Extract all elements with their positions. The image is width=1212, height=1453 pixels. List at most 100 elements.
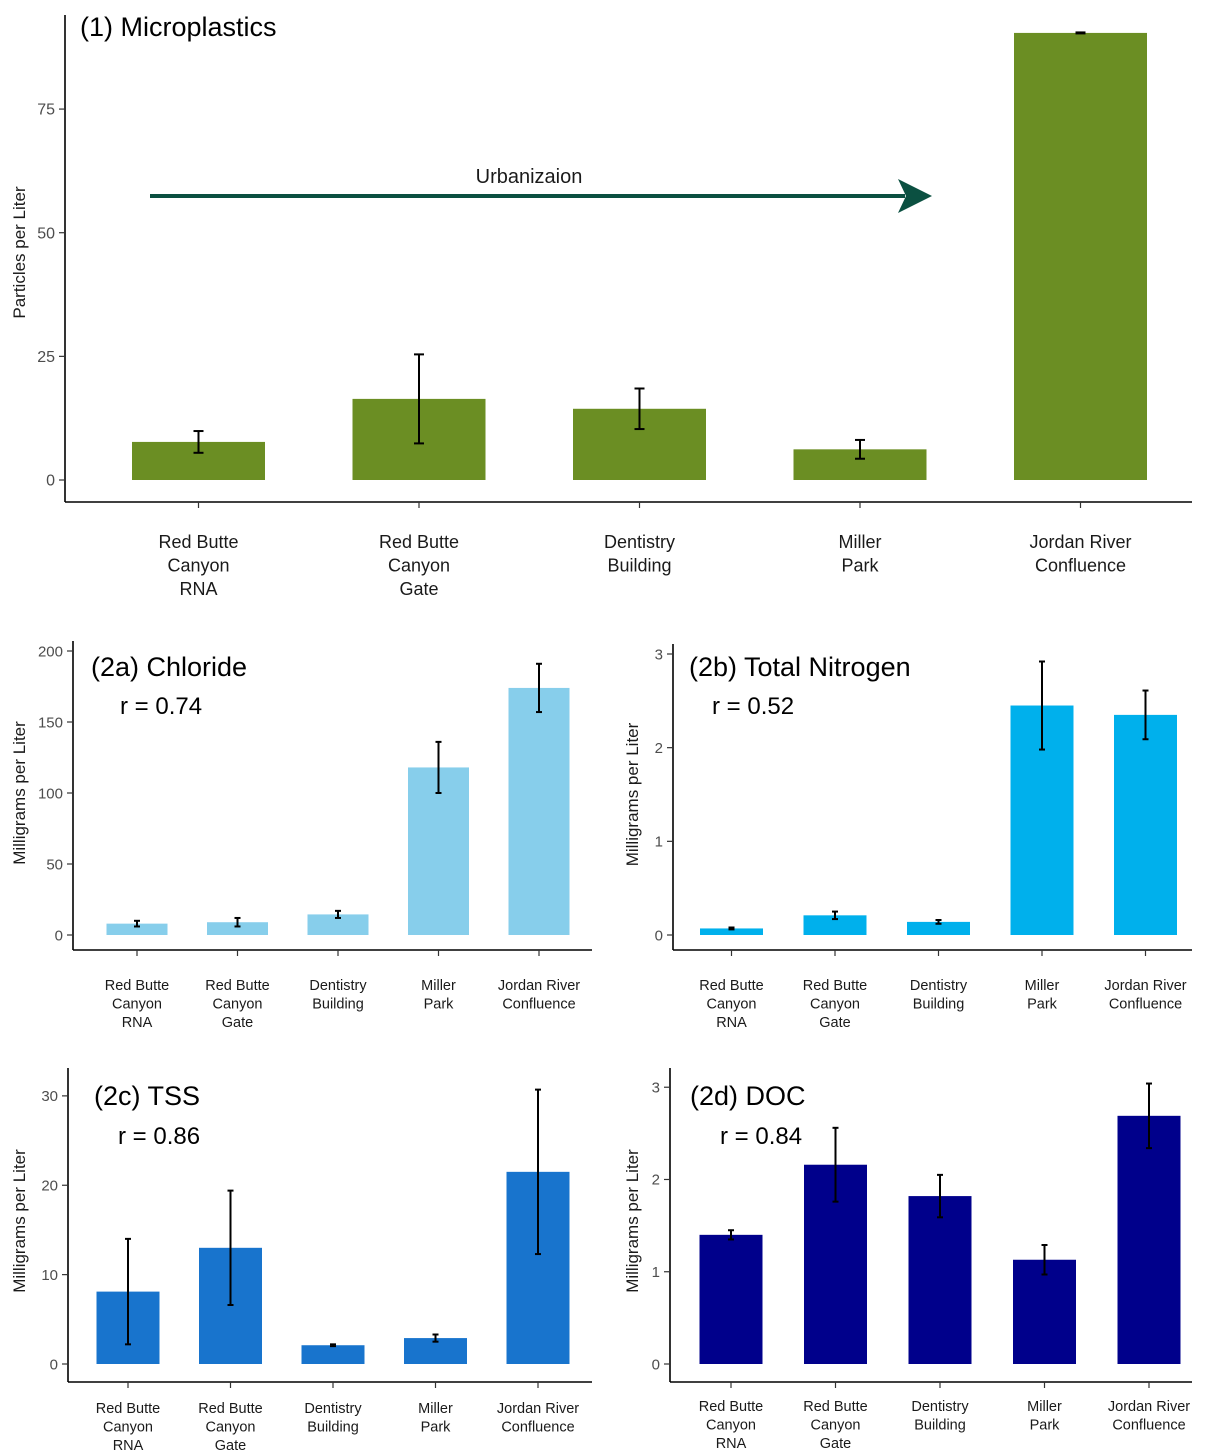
x-tick-label-line: Red Butte xyxy=(699,1399,764,1415)
bar xyxy=(508,687,570,935)
x-tick-label: Dentistry Building xyxy=(911,1399,969,1434)
x-tick-label-line: Park xyxy=(1027,997,1058,1013)
bar xyxy=(1013,1259,1076,1364)
x-tick-label-line: Red Butte xyxy=(205,978,270,994)
x-tick-label: Red Butte Canyon Gate xyxy=(803,978,868,1031)
x-tick-label-line: Gate xyxy=(819,1015,850,1031)
x-tick-label-line: Red Butte xyxy=(803,978,868,994)
bar xyxy=(700,928,763,935)
x-tick-label-line: Jordan River xyxy=(498,978,580,994)
x-tick-label: Red Butte Canyon RNA xyxy=(699,978,764,1031)
x-tick-label-line: Dentistry xyxy=(604,532,675,552)
x-tick-label-line: Red Butte xyxy=(803,1399,868,1415)
y-tick-label: 3 xyxy=(655,646,663,663)
y-tick-label: 30 xyxy=(41,1088,58,1105)
x-tick-label: Red Butte Canyon RNA xyxy=(158,532,238,599)
y-tick-label: 0 xyxy=(50,1356,58,1373)
x-tick-label: Dentistry Building xyxy=(309,978,367,1013)
x-tick-label-line: Canyon xyxy=(213,997,263,1013)
y-tick-label: 0 xyxy=(652,1356,660,1373)
x-tick-label: Dentistry Building xyxy=(304,1401,362,1436)
x-tick-label-line: Red Butte xyxy=(96,1401,161,1417)
y-tick-label: 50 xyxy=(37,225,55,242)
y-tick-label: 1 xyxy=(652,1264,660,1281)
y-axis-label: Milligrams per Liter xyxy=(623,1149,642,1293)
x-tick-label-line: Building xyxy=(312,997,364,1013)
x-tick-label-line: Building xyxy=(607,556,671,576)
x-tick-label-line: Park xyxy=(1030,1418,1061,1434)
bar xyxy=(907,921,970,935)
x-tick-label-line: Canyon xyxy=(810,997,860,1013)
x-tick-label-line: Confluence xyxy=(1112,1418,1185,1434)
x-tick-label-line: Park xyxy=(841,556,879,576)
y-tick-label: 75 xyxy=(37,102,55,119)
x-tick-label-line: Confluence xyxy=(1035,556,1126,576)
x-tick-label-line: RNA xyxy=(716,1015,747,1031)
y-tick-label: 0 xyxy=(46,473,55,490)
chart-title: (2c) TSS xyxy=(94,1081,200,1111)
x-tick-label-line: Red Butte xyxy=(198,1401,263,1417)
x-tick-label-line: RNA xyxy=(113,1438,144,1453)
x-tick-label: Red Butte Canyon Gate xyxy=(803,1399,868,1452)
y-tick-label: 10 xyxy=(41,1267,58,1284)
y-axis-label: Milligrams per Liter xyxy=(10,721,29,865)
x-tick-label: Red Butte Canyon Gate xyxy=(198,1401,263,1453)
y-tick-label: 200 xyxy=(38,643,63,660)
bar xyxy=(908,1196,972,1364)
x-tick-label-line: RNA xyxy=(122,1015,153,1031)
x-tick-label-line: Canyon xyxy=(388,556,450,576)
x-tick-label: Jordan River Confluence xyxy=(498,978,580,1013)
chart-title: (2b) Total Nitrogen xyxy=(689,652,911,682)
correlation-annotation: r = 0.74 xyxy=(120,693,202,720)
x-tick-label: Red Butte Canyon Gate xyxy=(205,978,270,1031)
bar xyxy=(408,767,469,935)
arrow-label: Urbanizaion xyxy=(476,166,583,188)
chart-1: 0 25 50 75 Particles per Liter Red Butte Canyo… xyxy=(10,12,1192,599)
x-tick-label-line: Park xyxy=(421,1420,452,1436)
bar xyxy=(106,923,168,935)
x-tick-label-line: Dentistry xyxy=(304,1401,362,1417)
bar xyxy=(301,1345,365,1364)
x-tick-label: Jordan River Confluence xyxy=(1104,978,1186,1013)
x-tick-label: Jordan River Confluence xyxy=(497,1401,579,1436)
x-tick-label: Dentistry Building xyxy=(910,978,968,1013)
y-axis-label: Milligrams per Liter xyxy=(10,1149,29,1293)
x-tick-label-line: Dentistry xyxy=(911,1399,969,1415)
x-tick-label-line: RNA xyxy=(179,579,217,599)
x-tick-label-line: Gate xyxy=(222,1015,253,1031)
y-tick-label: 3 xyxy=(652,1079,660,1096)
y-tick-label: 100 xyxy=(38,785,63,802)
bar xyxy=(307,914,369,935)
x-tick-label-line: Canyon xyxy=(103,1420,153,1436)
x-tick-label-line: Building xyxy=(307,1420,359,1436)
x-tick-label-line: Jordan River xyxy=(1108,1399,1190,1415)
x-tick-label: Jordan River Confluence xyxy=(1029,532,1131,576)
y-tick-label: 1 xyxy=(655,834,663,851)
x-tick-label-line: Miller xyxy=(418,1401,453,1417)
y-tick-label: 150 xyxy=(38,714,63,731)
x-tick-label: Red Butte Canyon RNA xyxy=(105,978,170,1031)
x-tick-label: Jordan River Confluence xyxy=(1108,1399,1190,1434)
x-tick-label-line: Miller xyxy=(1025,978,1060,994)
y-tick-label: 2 xyxy=(655,740,663,757)
x-tick-label: Miller Park xyxy=(418,1401,453,1436)
x-tick-label-line: Canyon xyxy=(811,1418,861,1434)
correlation-annotation: r = 0.52 xyxy=(712,693,794,720)
x-tick-label-line: Canyon xyxy=(707,997,757,1013)
x-tick-label-line: Canyon xyxy=(167,556,229,576)
bar xyxy=(1117,1115,1181,1364)
chart-2: 0 50 100 150 200 Milligrams per Liter Red Butt… xyxy=(10,641,592,1031)
x-tick-label: Miller Park xyxy=(1027,1399,1062,1434)
x-tick-label-line: RNA xyxy=(716,1436,747,1452)
bar xyxy=(699,1234,763,1364)
x-tick-label: Miller Park xyxy=(839,532,882,576)
y-tick-label: 2 xyxy=(652,1172,660,1189)
x-tick-label-line: Canyon xyxy=(706,1418,756,1434)
x-tick-label-line: Red Butte xyxy=(699,978,764,994)
x-tick-label-line: Building xyxy=(914,1418,966,1434)
bar xyxy=(803,915,867,935)
x-tick-label-line: Gate xyxy=(820,1436,851,1452)
x-tick-label-line: Jordan River xyxy=(1029,532,1131,552)
